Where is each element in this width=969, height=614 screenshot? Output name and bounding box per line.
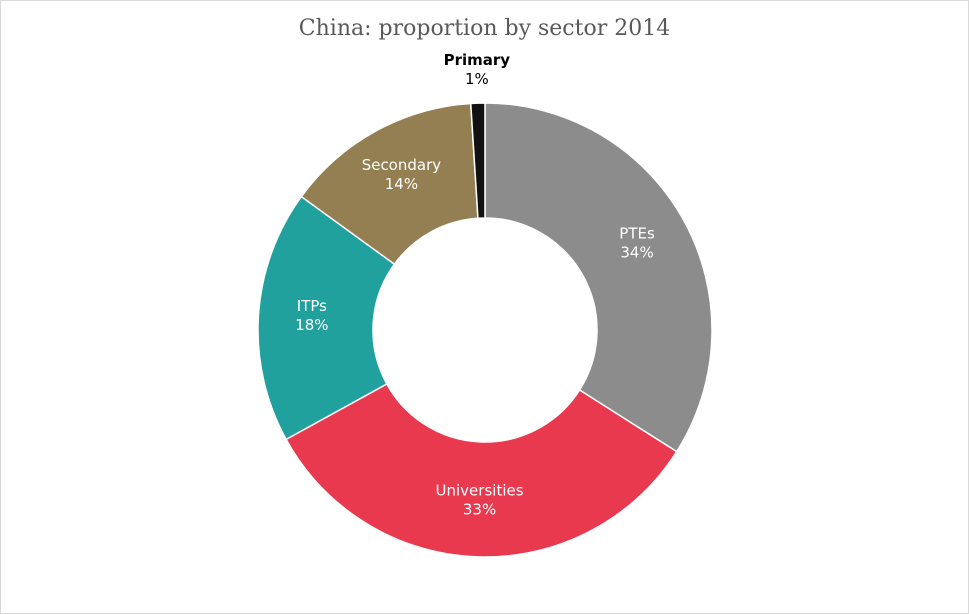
data-label-itps-name: ITPs [297, 297, 327, 315]
slice-primary [469, 102, 486, 220]
data-label-secondary-name: Secondary [362, 156, 442, 174]
slice-universities [285, 382, 678, 558]
slice-itps [257, 195, 396, 441]
slice-ptes [484, 102, 713, 453]
data-label-secondary-value: 14% [385, 175, 418, 193]
data-label-universities-value: 33% [463, 500, 496, 518]
data-label-primary-value: 1% [465, 70, 489, 88]
data-label-ptes-name: PTEs [619, 224, 655, 242]
data-label-universities-name: Universities [436, 481, 524, 499]
data-label-primary-name: Primary [444, 51, 511, 69]
data-label-itps-value: 18% [295, 316, 328, 334]
chart-title: China: proportion by sector 2014 [298, 16, 671, 41]
data-label-ptes-value: 34% [620, 243, 653, 261]
